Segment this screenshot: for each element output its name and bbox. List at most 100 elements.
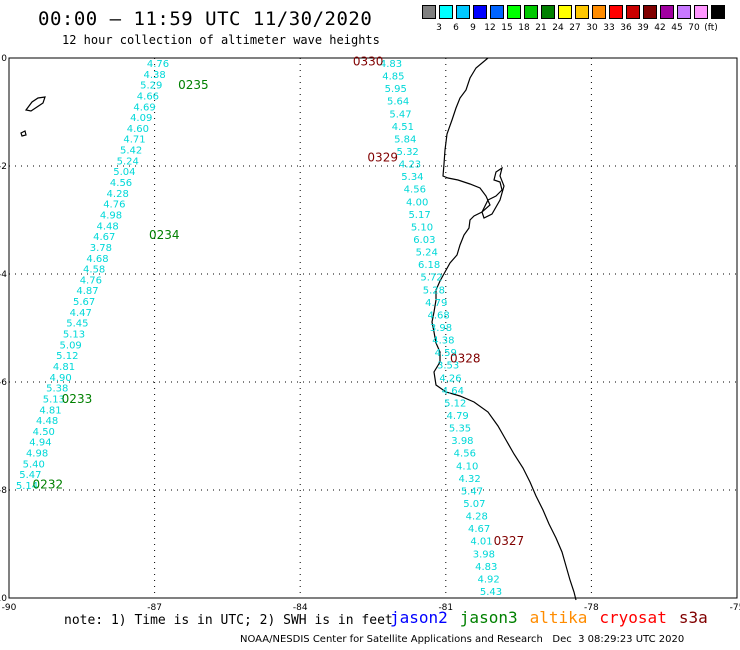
legend-label: 12 <box>484 23 496 33</box>
legend-label: 33 <box>603 23 615 33</box>
legend-label: 18 <box>518 23 530 33</box>
pass-time-label: 0327 <box>494 534 525 548</box>
wave-height-value: 4.98 <box>100 210 122 221</box>
wave-height-value: 4.47 <box>70 308 92 319</box>
wave-height-value: 4.09 <box>130 113 152 124</box>
wave-height-value: 4.68 <box>427 310 449 321</box>
wave-height-value: 4.26 <box>439 373 461 384</box>
wave-height-value: 5.34 <box>401 172 423 183</box>
gulf-of-guayaquil-island <box>481 166 505 219</box>
wave-height-value: 5.43 <box>480 587 502 598</box>
wave-height-value: 4.32 <box>458 474 480 485</box>
lat-tick-label: -2 <box>0 162 7 172</box>
wave-height-value: 4.71 <box>123 135 145 146</box>
legend-label: 36 <box>620 23 632 33</box>
legend-label: (ft) <box>704 23 718 33</box>
satellite-name: jason3 <box>459 608 518 627</box>
legend-swatch <box>507 5 521 19</box>
wave-height-value: 5.67 <box>73 297 95 308</box>
wave-height-value: 5.12 <box>444 398 466 409</box>
lon-tick-label: -90 <box>2 603 17 613</box>
wave-height-value: 4.38 <box>432 336 454 347</box>
wave-height-value: 4.79 <box>425 298 447 309</box>
lat-tick-label: -6 <box>0 378 7 388</box>
legend-swatch <box>422 5 436 19</box>
pass-time-label: 0232 <box>33 478 64 492</box>
legend-label: 3 <box>436 23 442 33</box>
wave-height-value: 4.67 <box>93 232 115 243</box>
credit-line: NOAA/NESDIS Center for Satellite Applica… <box>240 634 685 645</box>
satellite-name: jason2 <box>390 608 448 627</box>
satellite-name: s3a <box>678 608 708 627</box>
lon-tick-label: -84 <box>293 603 308 613</box>
lat-tick-label: -4 <box>0 270 7 280</box>
wave-height-value: 4.50 <box>33 427 55 438</box>
wave-height-value: 5.24 <box>117 156 139 167</box>
wave-height-value: 5.10 <box>411 222 433 233</box>
lon-tick-label: -75 <box>730 603 740 613</box>
wave-height-value: 4.79 <box>447 411 469 422</box>
wave-height-value: 3.98 <box>473 549 495 560</box>
wave-height-value: 5.17 <box>408 210 430 221</box>
legend-swatch <box>524 5 538 19</box>
wave-height-value: 3.78 <box>90 243 112 254</box>
legend-swatch <box>473 5 487 19</box>
wave-height-value: 4.81 <box>39 405 61 416</box>
legend-swatch <box>592 5 606 19</box>
note-text: note: 1) Time is in UTC; 2) SWH is in fe… <box>64 613 393 628</box>
wave-height-value: 4.28 <box>466 512 488 523</box>
wave-height-value: 5.28 <box>423 285 445 296</box>
legend-swatch <box>541 5 555 19</box>
pass-time-label: 0234 <box>149 228 180 242</box>
wave-height-value: 4.87 <box>76 286 98 297</box>
wave-height-value: 5.45 <box>66 319 88 330</box>
lat-tick-label: -8 <box>0 486 7 496</box>
south-america-coastline <box>431 57 577 601</box>
wave-height-value: 4.48 <box>36 416 58 427</box>
map-frame: -90 -87 -84 -81 -78 -75 0 -2 -4 -6 -8 -10 <box>0 54 740 613</box>
legend-label: 9 <box>470 23 476 33</box>
legend-label: 24 <box>552 23 564 33</box>
wave-height-value: 4.90 <box>49 373 71 384</box>
lon-tick-label: -78 <box>584 603 599 613</box>
wave-height-value: 5.42 <box>120 146 142 157</box>
pass-time-label: 0330 <box>353 55 384 69</box>
wave-height-value: 5.47 <box>389 109 411 120</box>
wave-height-value: 4.64 <box>442 386 464 397</box>
legend-label: 15 <box>501 23 513 33</box>
pass-time-label: 0329 <box>367 150 398 164</box>
wave-height-value: 4.92 <box>477 574 499 585</box>
legend-swatch <box>456 5 470 19</box>
wave-height-value: 4.51 <box>392 122 414 133</box>
legend-swatch <box>677 5 691 19</box>
map-title: 00:00 — 11:59 UTC 11/30/2020 <box>38 8 373 30</box>
wave-height-value: 5.13 <box>43 394 65 405</box>
legend-label: 21 <box>535 23 547 33</box>
wave-height-value: 6.18 <box>418 260 440 271</box>
lon-tick-label: -81 <box>438 603 453 613</box>
coastline <box>20 57 577 601</box>
wave-height-value: 4.48 <box>96 221 118 232</box>
wave-height-value: 5.13 <box>63 330 85 341</box>
wave-height-value: 6.03 <box>413 235 435 246</box>
legend-label: 30 <box>586 23 598 33</box>
pass-time-label: 0328 <box>450 352 481 366</box>
legend-label: 70 <box>688 23 700 33</box>
wave-height-value: 5.07 <box>463 499 485 510</box>
wave-height-value: 5.47 <box>19 470 41 481</box>
legend-label: 42 <box>654 23 666 33</box>
wave-height-value: 4.60 <box>127 124 149 135</box>
legend-swatch <box>660 5 674 19</box>
wave-height-value: 5.09 <box>60 340 82 351</box>
wave-height-value: 4.66 <box>137 91 159 102</box>
wave-height-value: 5.47 <box>461 486 483 497</box>
wave-height-value: 5.72 <box>420 273 442 284</box>
wave-height-value: 3.53 <box>437 361 459 372</box>
wave-height-value: 4.98 <box>26 449 48 460</box>
wave-height-value: 4.76 <box>147 59 169 70</box>
wave-height-value: 4.83 <box>380 59 402 70</box>
pass-time-label: 0233 <box>62 392 93 406</box>
wave-height-value: 5.29 <box>140 81 162 92</box>
legend-label: 6 <box>453 23 459 33</box>
